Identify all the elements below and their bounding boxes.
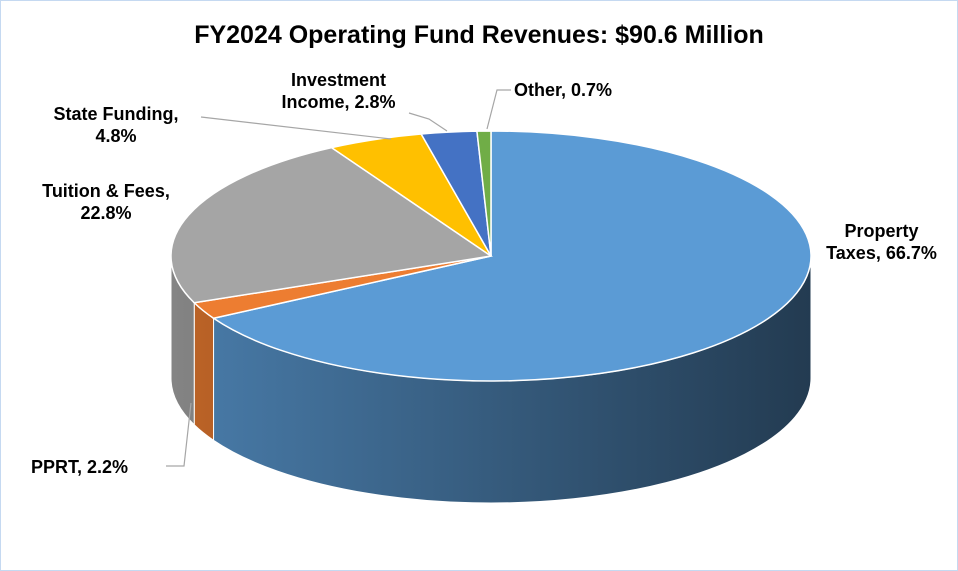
slice <box>170 146 493 304</box>
data-label: Other, 0.7% <box>514 80 613 100</box>
slice-side <box>193 301 215 442</box>
slice-tops <box>170 130 812 382</box>
chart-title: FY2024 Operating Fund Revenues: $90.6 Mi… <box>194 21 764 49</box>
leader-line <box>200 116 392 140</box>
slice-sides <box>170 255 812 504</box>
leader-line <box>408 112 448 132</box>
data-label: State Funding, 4.8% <box>53 104 179 146</box>
leader-line <box>486 89 511 130</box>
slice <box>211 130 812 382</box>
data-label: PPRT, 2.2% <box>31 457 129 477</box>
data-label: Tuition & Fees, 22.8% <box>42 181 170 223</box>
leader-line <box>166 402 192 467</box>
data-label: Property Taxes, 66.7% <box>826 221 937 263</box>
data-label: Investment Income, 2.8% <box>281 70 396 112</box>
slice <box>476 130 492 257</box>
leader-lines <box>166 89 511 467</box>
